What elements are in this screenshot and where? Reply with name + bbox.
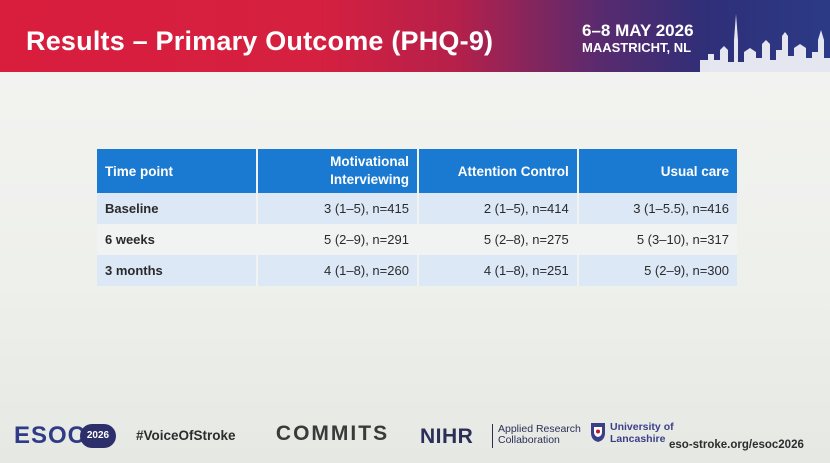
table-row: 3 months 4 (1–8), n=260 4 (1–8), n=251 5…: [97, 255, 737, 286]
esoc-year-badge: 2026: [80, 424, 116, 448]
column-header-motivational-interviewing: Motivational Interviewing: [257, 149, 419, 193]
lancashire-line-1: University of: [610, 421, 674, 433]
lancashire-label: University of Lancashire: [610, 421, 674, 445]
arc-line-1: Applied Research: [498, 423, 581, 435]
cell-value: 3 (1–5.5), n=416: [578, 193, 737, 224]
cell-value: 5 (2–9), n=291: [257, 224, 419, 255]
slide-title: Results – Primary Outcome (PHQ-9): [26, 26, 494, 56]
cell-value: 5 (2–9), n=300: [578, 255, 737, 286]
footer: ESOC 2026 #VoiceOfStroke COMMITS NIHR Ap…: [0, 408, 830, 463]
table-header-row: Time point Motivational Interviewing Att…: [97, 149, 737, 193]
nihr-divider: [492, 424, 493, 448]
column-header-time-point: Time point: [97, 149, 258, 193]
cell-value: 4 (1–8), n=260: [257, 255, 419, 286]
cell-time-point: Baseline: [97, 193, 258, 224]
column-header-attention-control: Attention Control: [418, 149, 579, 193]
hashtag: #VoiceOfStroke: [136, 428, 236, 443]
cell-value: 5 (3–10), n=317: [578, 224, 737, 255]
column-header-usual-care: Usual care: [578, 149, 737, 193]
city-skyline-icon: [700, 14, 830, 72]
results-table: Time point Motivational Interviewing Att…: [97, 149, 737, 286]
commits-logo: COMMITS: [250, 422, 415, 452]
nihr-logo: NIHR: [420, 425, 474, 448]
cell-value: 4 (1–8), n=251: [418, 255, 579, 286]
cell-time-point: 6 weeks: [97, 224, 258, 255]
commits-name: COMMITS: [275, 422, 390, 445]
event-date: 6–8 MAY 2026: [582, 21, 694, 40]
event-info: 6–8 MAY 2026 MAASTRICHT, NL: [582, 22, 702, 54]
website-url: eso-stroke.org/esoc2026: [669, 439, 804, 451]
lancashire-line-2: Lancashire: [610, 432, 666, 445]
cell-value: 2 (1–5), n=414: [418, 193, 579, 224]
table-row: Baseline 3 (1–5), n=415 2 (1–5), n=414 3…: [97, 193, 737, 224]
university-shield-icon: [591, 423, 605, 442]
arc-line-2: Collaboration: [498, 434, 560, 447]
header-banner: Results – Primary Outcome (PHQ-9) 6–8 MA…: [0, 0, 830, 72]
cell-time-point: 3 months: [97, 255, 258, 286]
arc-label: Applied Research Collaboration: [498, 423, 581, 447]
cell-value: 5 (2–8), n=275: [418, 224, 579, 255]
esoc-logo: ESOC: [14, 422, 87, 449]
table-row: 6 weeks 5 (2–9), n=291 5 (2–8), n=275 5 …: [97, 224, 737, 255]
event-city: MAASTRICHT, NL: [582, 39, 692, 55]
cell-value: 3 (1–5), n=415: [257, 193, 419, 224]
